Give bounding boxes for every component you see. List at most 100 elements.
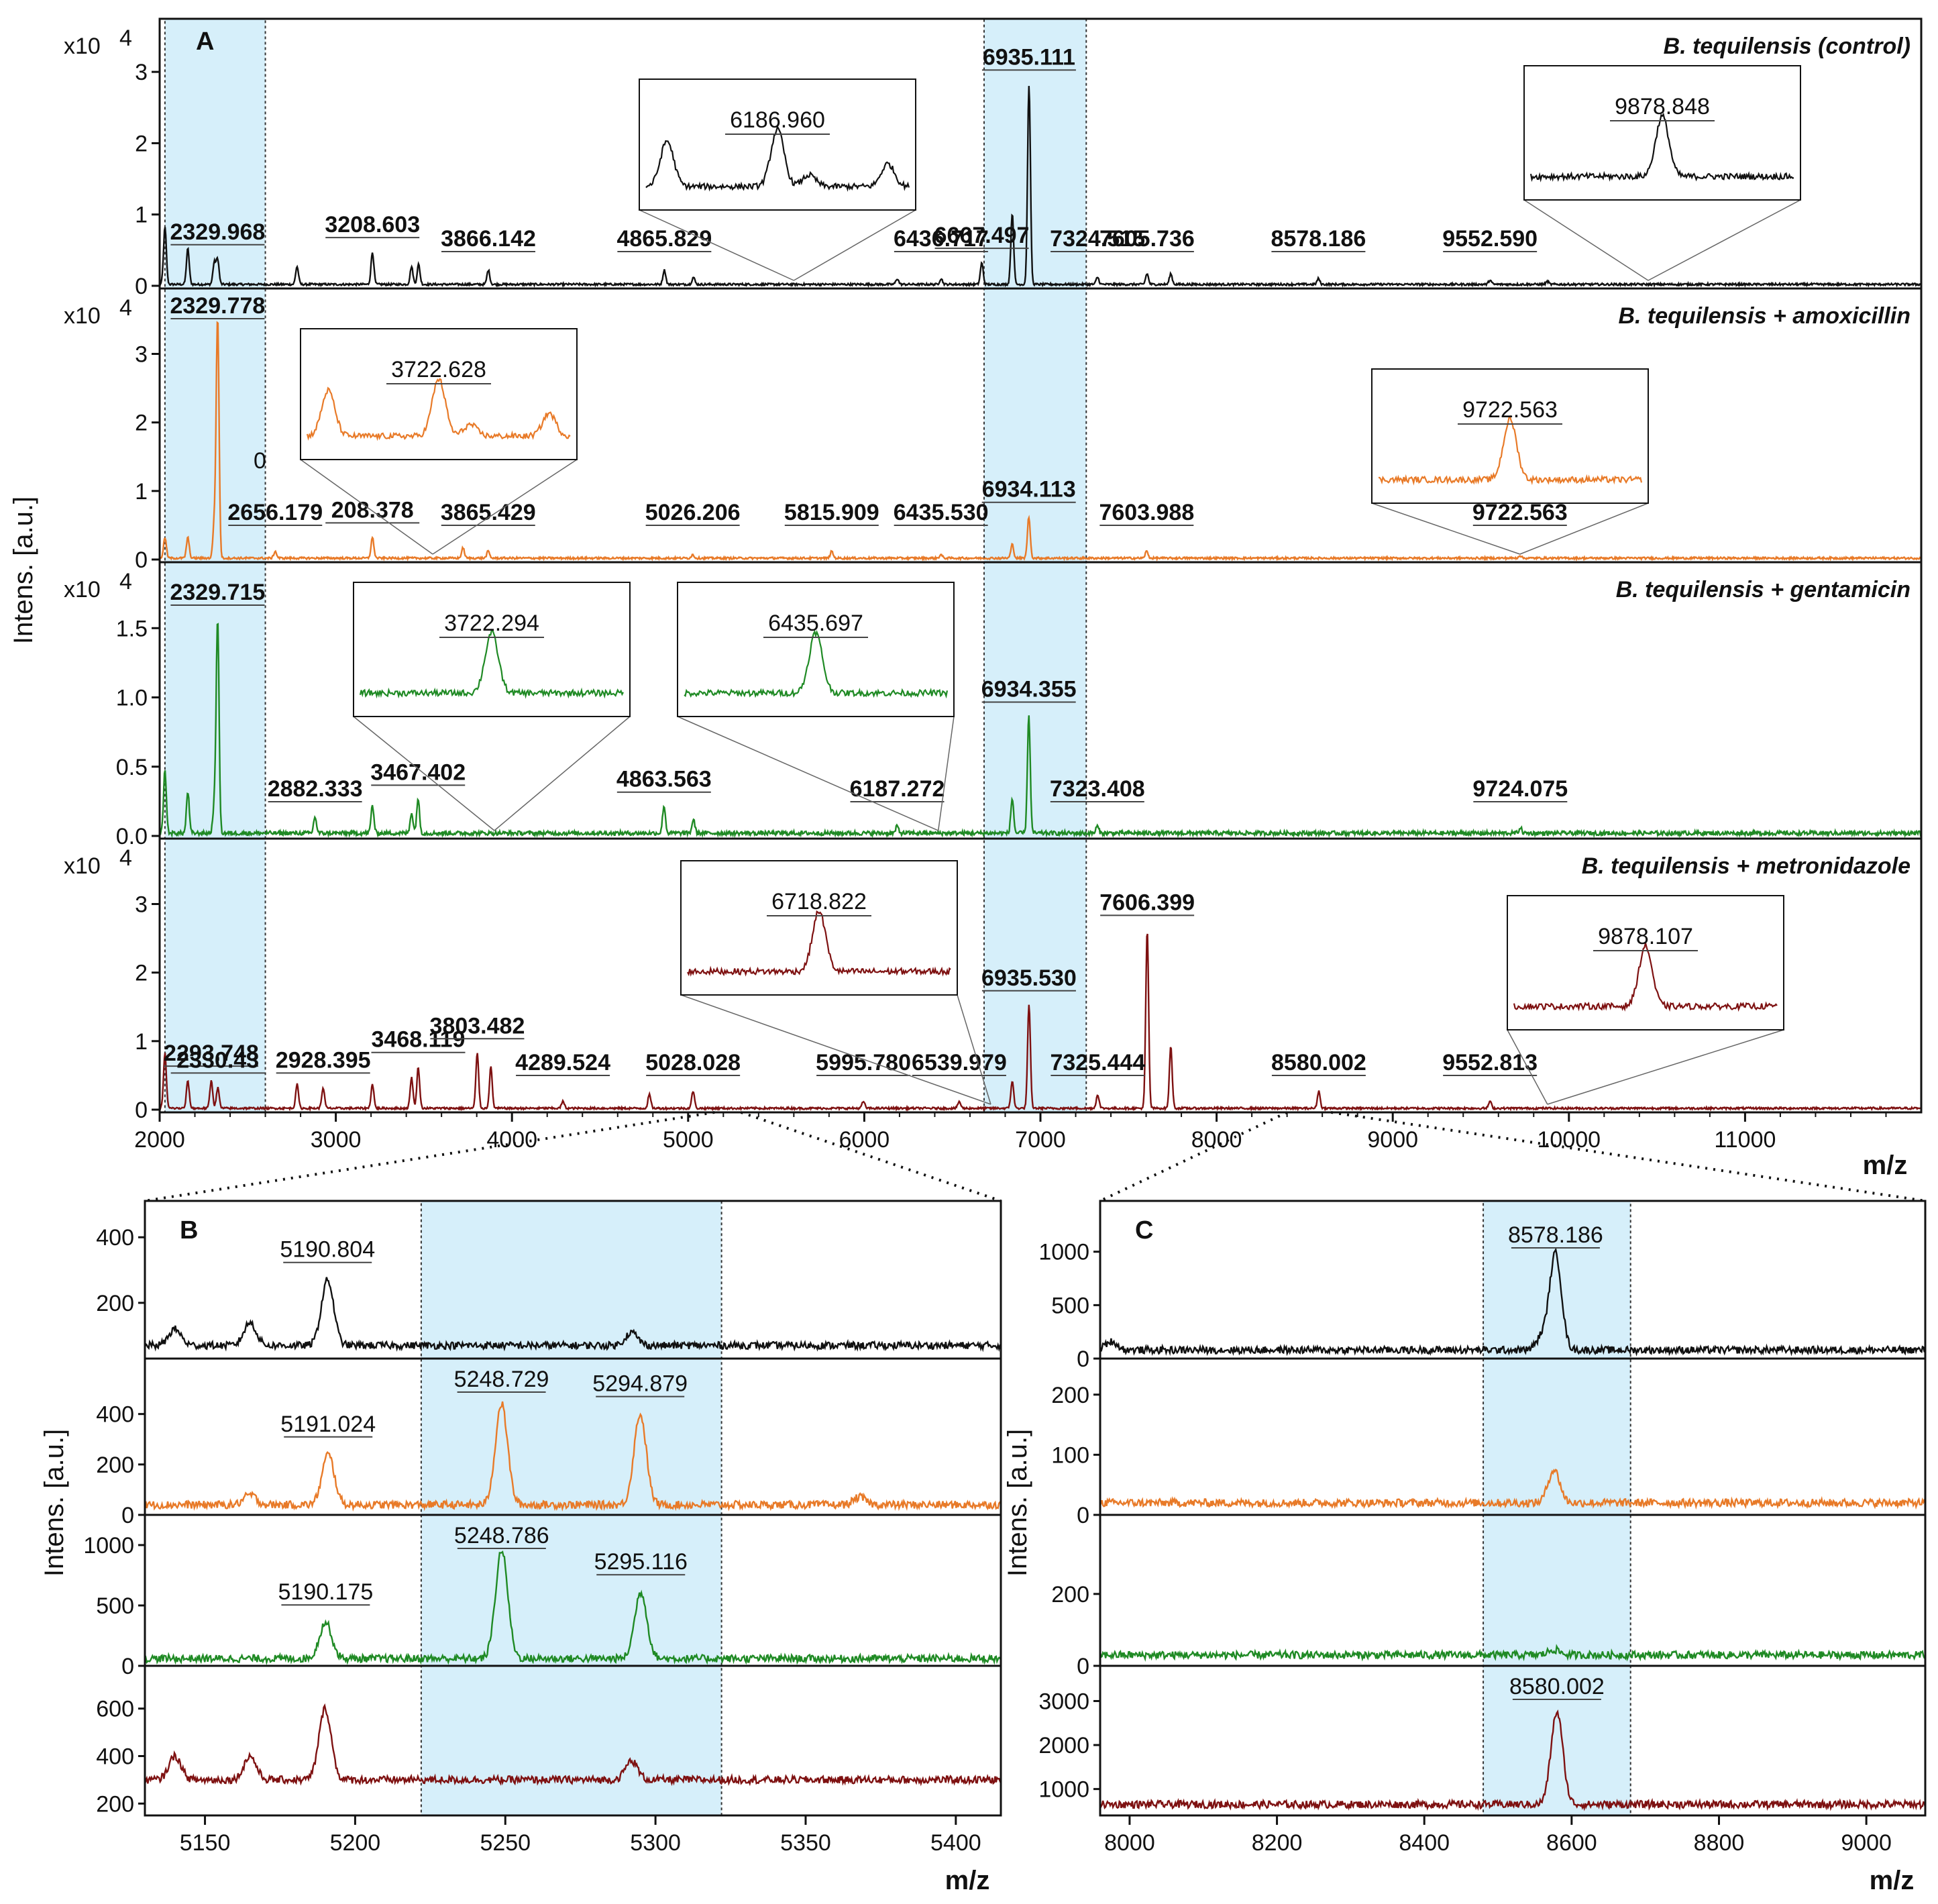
peak-label: 3803.482 <box>430 1013 525 1039</box>
highlight-band-2 <box>983 18 1087 1113</box>
panel-label-b: B <box>180 1216 198 1245</box>
peak-label: 5294.879 <box>592 1371 688 1397</box>
peak-label: 3866.142 <box>441 226 536 252</box>
peak-label: 6436.717 <box>894 226 989 252</box>
y-tick-label: 1000 <box>83 1533 134 1558</box>
zoom-connector-c <box>1099 1111 1288 1202</box>
spectrum-line <box>1099 1709 1927 1811</box>
y-tick-label: 0 <box>1077 1503 1089 1528</box>
series-title: B. tequilensis + amoxicillin <box>1618 303 1910 329</box>
inset-spectrum <box>684 629 949 699</box>
zoom-connector <box>793 209 916 281</box>
zoom-connector <box>1507 1029 1548 1105</box>
y-tick-label: 1.5 <box>116 616 148 641</box>
inset-box <box>300 328 578 460</box>
inset-box <box>353 582 631 717</box>
inset-label: 9722.563 <box>1462 397 1558 423</box>
x-tick-label: 8800 <box>1694 1830 1745 1856</box>
peak-label: 5190.804 <box>280 1237 375 1263</box>
peak-label: 2293.748 <box>164 1041 259 1066</box>
peak-label: 5248.786 <box>454 1523 549 1548</box>
peak-label: 7325.444 <box>1050 1050 1145 1075</box>
zoom-connector <box>677 716 938 831</box>
x-tick-label: 8000 <box>1104 1830 1155 1856</box>
x-tick-label: 8000 <box>1191 1127 1242 1153</box>
peak-label: 3865.429 <box>441 500 536 525</box>
scale-label: x10 <box>64 34 101 59</box>
peak-label: 2329.778 <box>170 293 265 319</box>
peak-labels: 2329.968 3208.603 3866.142 4865.829 6436.717… <box>170 44 1538 252</box>
inset-label: 3722.628 <box>391 357 486 382</box>
peak-label: 5248.729 <box>454 1367 549 1392</box>
spectrum-c-2: 0 100 200 <box>1051 1383 1926 1528</box>
y-tick-label: 2 <box>135 961 148 986</box>
peak-label: 5028.028 <box>645 1050 741 1075</box>
peak-label: 2882.333 <box>268 776 363 802</box>
peak-label: 5295.116 <box>594 1549 688 1575</box>
spectrum-line <box>159 933 1922 1112</box>
peak-label: 7324.515 <box>1050 226 1145 252</box>
y-tick-label: 500 <box>1051 1293 1089 1318</box>
peak-label: 4289.524 <box>515 1050 610 1075</box>
peak-label: 6935.530 <box>981 965 1077 991</box>
scale-label: x10 <box>64 577 101 602</box>
zoom-connector <box>639 209 794 281</box>
spectrum-a-4: 0 1 2 3 x10 4 B. tequilensis + metronidazole 22… <box>64 845 1922 1123</box>
peak-label: 6667.497 <box>934 223 1030 248</box>
peak-label: 5190.175 <box>278 1579 374 1605</box>
zoom-connector <box>1523 199 1649 281</box>
y-tick-label: 0 <box>135 547 148 573</box>
spectrum-line <box>1099 1468 1926 1510</box>
x-tick-label: 8600 <box>1546 1830 1597 1856</box>
spectrum-c-3: 0 200 <box>1051 1582 1926 1679</box>
scale-exponent: 4 <box>119 569 132 594</box>
y-tick-label: 2000 <box>1038 1733 1089 1758</box>
zoom-connector <box>494 716 631 831</box>
spectrum-line <box>159 86 1922 288</box>
inset-box <box>680 860 958 996</box>
spectrum-line <box>158 623 1923 839</box>
peak-label: 6187.272 <box>850 776 945 802</box>
y-tick-label: 600 <box>96 1697 134 1722</box>
spectrum-line <box>144 1703 1002 1787</box>
y-tick-label: 3 <box>135 892 148 918</box>
stray-label: 0 <box>254 448 266 474</box>
peak-label: 4865.829 <box>616 226 712 252</box>
y-axis-label-b: Intens. [a.u.] <box>40 1429 69 1577</box>
y-tick-label: 500 <box>96 1593 134 1619</box>
y-tick-label: 0 <box>121 1654 134 1679</box>
y-tick-label: 100 <box>1051 1442 1089 1468</box>
x-tick-label: 5150 <box>180 1830 231 1856</box>
peak-label: 3468.119 <box>372 1027 466 1053</box>
y-tick-label: 200 <box>1051 1383 1089 1408</box>
peak-label: 2656.179 <box>227 500 323 525</box>
inset-label: 3722.294 <box>444 611 539 636</box>
spectrum-b-3: 0 500 1000 5190.175 5248.786 5295.116 <box>83 1523 1002 1679</box>
zoom-connector <box>680 994 991 1105</box>
x-tick-label: 5000 <box>663 1127 714 1153</box>
y-tick-label: 400 <box>96 1744 134 1770</box>
y-tick-label: 0 <box>1077 1654 1089 1679</box>
highlight-band-c <box>1483 1200 1631 1816</box>
inset-label: 6435.697 <box>768 611 863 636</box>
highlight-band-1 <box>164 18 266 1113</box>
inset-2: 9878.107 <box>1507 895 1784 1105</box>
inset-1: 3722.628 <box>300 328 578 555</box>
peak-label: 6539.979 <box>912 1050 1007 1075</box>
x-tick-label: 6000 <box>839 1127 890 1153</box>
y-tick-label: 0 <box>121 1503 134 1528</box>
inset-2: 9722.563 <box>1371 368 1649 555</box>
scale-exponent: 4 <box>119 295 132 321</box>
x-tick-label: 8200 <box>1252 1830 1303 1856</box>
inset-label: 6186.960 <box>730 107 825 133</box>
spectrum-a-2: 0 1 2 3 x10 4 B. tequilensis + amoxicillin 2329… <box>64 293 1922 573</box>
peak-label: 8580.002 <box>1271 1050 1366 1075</box>
spectrum-b-2: 0 200 400 5191.024 5248.729 5294.879 <box>96 1367 1002 1528</box>
peak-label: 2329.968 <box>170 219 265 245</box>
y-tick-label: 3 <box>135 342 148 368</box>
spectrum-line <box>1099 1247 1926 1357</box>
peak-labels: 2329.778 2656.179 208.378 3865.429 5026.206 5… <box>170 293 1568 526</box>
spectrum-b-1: 200 400 5190.804 <box>96 1225 1002 1360</box>
y-tick-label: 1 <box>135 479 148 505</box>
peak-label: 7323.408 <box>1050 776 1145 802</box>
